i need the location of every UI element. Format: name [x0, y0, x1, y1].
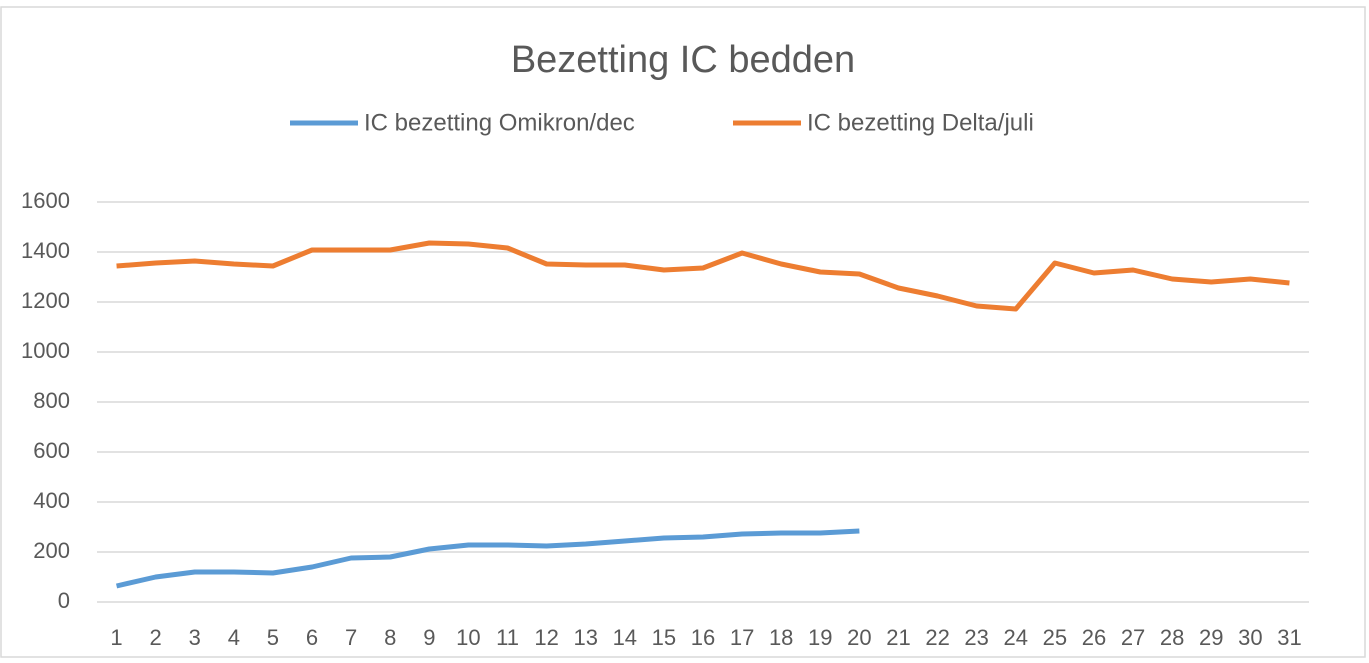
x-tick-label: 22 — [925, 625, 949, 650]
x-tick-label: 2 — [150, 625, 162, 650]
x-tick-label: 20 — [847, 625, 871, 650]
x-tick-label: 17 — [730, 625, 754, 650]
chart-frame — [0, 6, 1366, 658]
x-tick-label: 18 — [769, 625, 793, 650]
y-tick-label: 1600 — [21, 188, 70, 213]
chart-title: Bezetting IC bedden — [511, 39, 855, 81]
x-tick-label: 14 — [613, 625, 637, 650]
legend-label: IC bezetting Omikron/dec — [364, 109, 635, 136]
y-tick-label: 800 — [33, 388, 70, 413]
y-tick-label: 1400 — [21, 238, 70, 263]
x-tick-label: 11 — [496, 625, 519, 650]
y-tick-label: 200 — [33, 538, 70, 563]
series-line — [116, 240, 1290, 312]
y-tick-label: 600 — [33, 438, 70, 463]
x-tick-label: 21 — [886, 625, 910, 650]
x-tick-label: 8 — [384, 625, 396, 650]
x-tick-label: 6 — [306, 625, 318, 650]
x-tick-label: 24 — [1004, 625, 1028, 650]
x-tick-label: 15 — [652, 625, 676, 650]
x-tick-label: 10 — [456, 625, 480, 650]
x-tick-label: 31 — [1277, 625, 1301, 650]
y-tick-label: 0 — [58, 588, 70, 613]
x-tick-label: 27 — [1121, 625, 1145, 650]
x-tick-label: 19 — [808, 625, 832, 650]
x-tick-label: 28 — [1160, 625, 1184, 650]
x-tick-label: 16 — [691, 625, 715, 650]
x-tick-label: 1 — [110, 625, 122, 650]
x-tick-label: 3 — [189, 625, 201, 650]
x-tick-label: 12 — [534, 625, 558, 650]
x-tick-label: 9 — [423, 625, 435, 650]
series-line — [115, 528, 860, 589]
x-tick-label: 13 — [573, 625, 597, 650]
x-tick-label: 23 — [964, 625, 988, 650]
x-tick-label: 29 — [1199, 625, 1223, 650]
x-tick-label: 5 — [267, 625, 279, 650]
x-tick-label: 25 — [1043, 625, 1067, 650]
y-tick-label: 1200 — [21, 288, 70, 313]
legend-label: IC bezetting Delta/juli — [807, 109, 1034, 136]
y-tick-label: 400 — [33, 488, 70, 513]
x-tick-label: 26 — [1082, 625, 1106, 650]
y-tick-label: 1000 — [21, 338, 70, 363]
x-tick-label: 4 — [228, 625, 240, 650]
x-tick-label: 30 — [1238, 625, 1262, 650]
x-tick-label: 7 — [345, 625, 357, 650]
